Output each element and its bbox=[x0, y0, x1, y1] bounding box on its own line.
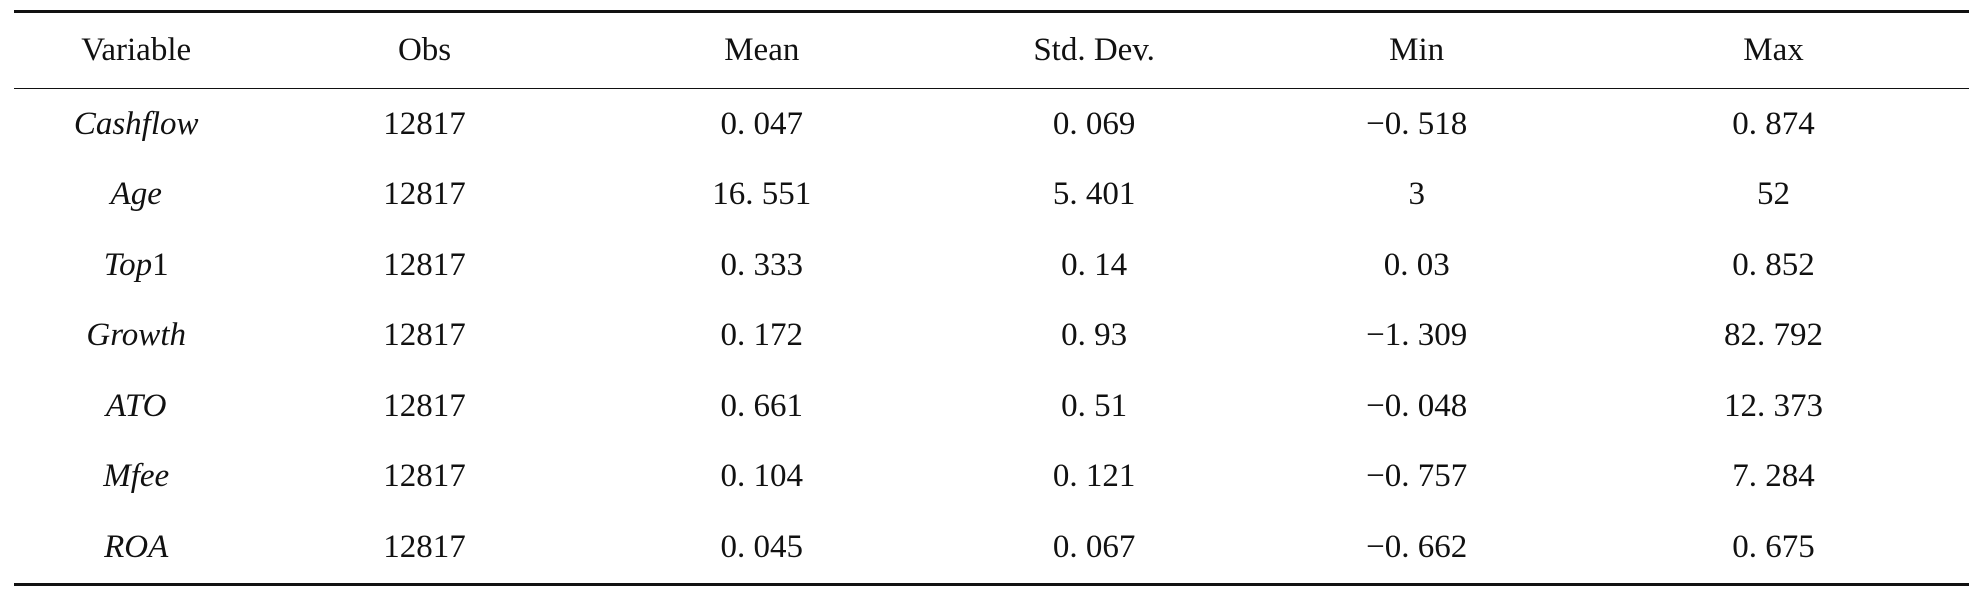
descriptive-statistics-table: Variable Obs Mean Std. Dev. Min Max Cash… bbox=[14, 10, 1969, 586]
std-dev-cell: 0. 93 bbox=[1061, 317, 1128, 354]
min-cell: −0. 662 bbox=[1366, 528, 1468, 565]
header-variable: Variable bbox=[81, 32, 192, 68]
header-std-dev: Std. Dev. bbox=[1033, 32, 1155, 68]
max-cell: 82. 792 bbox=[1723, 317, 1823, 354]
obs-cell: 12817 bbox=[383, 528, 466, 565]
std-dev-cell: 0. 51 bbox=[1061, 387, 1128, 424]
std-dev-cell: 5. 401 bbox=[1052, 176, 1136, 213]
table-row: Growth 12817 0. 172 0. 93 −1. 309 82. 79… bbox=[14, 301, 1969, 372]
variable-name: ATO bbox=[105, 387, 167, 424]
max-cell: 52 bbox=[1756, 176, 1790, 213]
header-row: Variable Obs Mean Std. Dev. Min Max bbox=[14, 11, 1969, 89]
max-cell: 0. 874 bbox=[1732, 105, 1815, 142]
header-min: Min bbox=[1389, 32, 1445, 68]
mean-cell: 0. 047 bbox=[720, 105, 804, 142]
std-dev-cell: 0. 121 bbox=[1052, 458, 1136, 495]
obs-cell: 12817 bbox=[383, 105, 466, 142]
variable-cell: Top1 bbox=[14, 230, 258, 301]
variable-cell: ATO bbox=[14, 371, 258, 442]
table-row: Top1 12817 0. 333 0. 14 0. 03 0. 852 bbox=[14, 230, 1969, 301]
mean-cell: 16. 551 bbox=[712, 176, 812, 213]
table-row: ATO 12817 0. 661 0. 51 −0. 048 12. 373 bbox=[14, 371, 1969, 442]
table-row: Cashflow 12817 0. 047 0. 069 −0. 518 0. … bbox=[14, 89, 1969, 160]
std-dev-cell: 0. 14 bbox=[1061, 246, 1128, 283]
header-max: Max bbox=[1743, 32, 1804, 68]
mean-cell: 0. 172 bbox=[720, 317, 804, 354]
header-mean: Mean bbox=[724, 32, 800, 68]
variable-name: Mfee bbox=[103, 458, 170, 495]
obs-cell: 12817 bbox=[383, 176, 466, 213]
variable-cell: ROA bbox=[14, 512, 258, 584]
variable-suffix: 1 bbox=[152, 246, 169, 283]
min-cell: 0. 03 bbox=[1383, 246, 1450, 283]
table-row: Mfee 12817 0. 104 0. 121 −0. 757 7. 284 bbox=[14, 442, 1969, 513]
variable-name: ROA bbox=[104, 528, 169, 565]
variable-cell: Growth bbox=[14, 301, 258, 372]
variable-cell: Age bbox=[14, 160, 258, 231]
min-cell: −0. 048 bbox=[1366, 387, 1468, 424]
min-cell: −0. 518 bbox=[1366, 105, 1468, 142]
max-cell: 0. 675 bbox=[1732, 528, 1815, 565]
min-cell: 3 bbox=[1408, 176, 1425, 213]
max-cell: 7. 284 bbox=[1732, 458, 1815, 495]
variable-name: Top bbox=[103, 246, 153, 283]
obs-cell: 12817 bbox=[383, 317, 466, 354]
table-body: Cashflow 12817 0. 047 0. 069 −0. 518 0. … bbox=[14, 89, 1969, 584]
table-row: ROA 12817 0. 045 0. 067 −0. 662 0. 675 bbox=[14, 512, 1969, 584]
variable-name: Cashflow bbox=[73, 105, 199, 142]
obs-cell: 12817 bbox=[383, 458, 466, 495]
table-row: Age 12817 16. 551 5. 401 3 52 bbox=[14, 160, 1969, 231]
descriptive-statistics-table-container: Variable Obs Mean Std. Dev. Min Max Cash… bbox=[14, 10, 1969, 586]
min-cell: −0. 757 bbox=[1366, 458, 1468, 495]
std-dev-cell: 0. 067 bbox=[1052, 528, 1136, 565]
variable-name: Age bbox=[110, 176, 162, 213]
variable-name: Growth bbox=[86, 317, 186, 354]
table-header: Variable Obs Mean Std. Dev. Min Max bbox=[14, 11, 1969, 89]
obs-cell: 12817 bbox=[383, 246, 466, 283]
max-cell: 12. 373 bbox=[1723, 387, 1823, 424]
mean-cell: 0. 661 bbox=[720, 387, 804, 424]
obs-cell: 12817 bbox=[383, 387, 466, 424]
mean-cell: 0. 045 bbox=[720, 528, 804, 565]
header-obs: Obs bbox=[397, 32, 452, 68]
variable-cell: Cashflow bbox=[14, 89, 258, 160]
mean-cell: 0. 333 bbox=[720, 246, 804, 283]
std-dev-cell: 0. 069 bbox=[1052, 105, 1136, 142]
variable-cell: Mfee bbox=[14, 442, 258, 513]
max-cell: 0. 852 bbox=[1732, 246, 1815, 283]
min-cell: −1. 309 bbox=[1366, 317, 1468, 354]
mean-cell: 0. 104 bbox=[720, 458, 804, 495]
